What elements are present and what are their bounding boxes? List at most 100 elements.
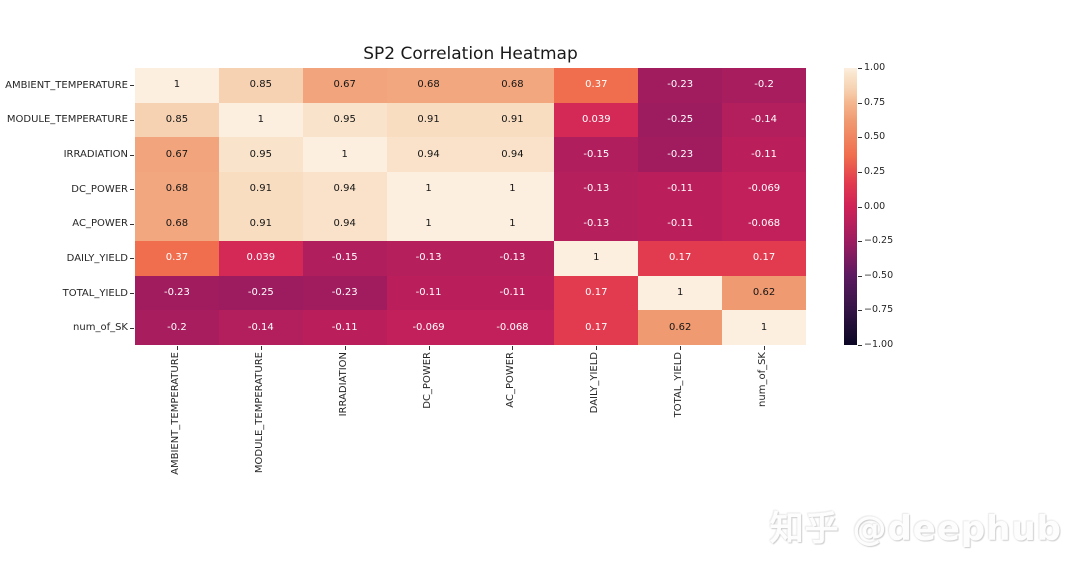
heatmap-cell: 0.68	[386, 68, 471, 103]
colorbar-tick-label: −0.75	[864, 304, 894, 316]
heatmap-cell: -0.11	[638, 206, 723, 242]
heatmap-cell: 0.91	[218, 206, 303, 242]
heatmap-cell: 0.91	[386, 102, 471, 138]
watermark: 知乎 @deephub	[769, 509, 1062, 549]
heatmap-cell: -0.11	[386, 275, 471, 311]
heatmap-grid: 1 0.85 0.67 0.68 0.68 0.37 -0.23 -0.2 0.85 1 0.95 0…	[135, 68, 806, 345]
x-tick-mark	[176, 346, 178, 350]
x-tick-label: DC_POWER	[421, 352, 433, 409]
chart-title: SP2 Correlation Heatmap	[363, 44, 578, 64]
heatmap-cell: 1	[386, 171, 471, 207]
heatmap-cell: 0.91	[470, 102, 555, 138]
colorbar-tick-mark	[858, 275, 862, 277]
heatmap-cell: 0.17	[554, 310, 639, 345]
heatmap-cell: 1	[554, 241, 639, 276]
colorbar-tick-mark	[858, 137, 862, 139]
colorbar-tick-mark	[858, 171, 862, 173]
y-tick-label: IRRADIATION	[63, 149, 128, 161]
heatmap-cell: -0.13	[554, 171, 639, 207]
x-tick-label: MODULE_TEMPERATURE	[253, 352, 265, 474]
heatmap-cell: 0.37	[135, 241, 219, 276]
heatmap-cell: 0.95	[302, 102, 387, 138]
y-tick-label: DC_POWER	[71, 183, 128, 195]
colorbar-tick-label: 0.50	[864, 131, 886, 143]
heatmap-cell: 0.67	[135, 137, 219, 172]
heatmap-cell: -0.23	[638, 68, 723, 103]
x-tick-label: AC_POWER	[505, 352, 517, 408]
colorbar-tick-label: 1.00	[864, 62, 886, 73]
colorbar-tick-mark	[858, 345, 862, 346]
x-tick-label: AMBIENT_TEMPERATURE	[169, 352, 181, 475]
heatmap-cell: 0.17	[554, 275, 639, 311]
y-tick-mark	[130, 293, 134, 295]
x-tick-mark	[512, 346, 514, 350]
colorbar-tick-mark	[858, 206, 862, 208]
heatmap-cell: -0.14	[218, 310, 303, 345]
heatmap-cell: 0.62	[722, 275, 806, 311]
heatmap-cell: -0.11	[302, 310, 387, 345]
y-tick-mark	[130, 189, 134, 191]
heatmap-cell: -0.13	[470, 241, 555, 276]
heatmap-cell: 0.94	[302, 206, 387, 242]
heatmap-cell: 0.17	[722, 241, 806, 276]
heatmap-cell: -0.2	[135, 310, 219, 345]
heatmap-cell: 0.68	[470, 68, 555, 103]
colorbar-gradient	[844, 68, 857, 345]
heatmap-cell: -0.23	[302, 275, 387, 311]
y-tick-label: DAILY_YIELD	[66, 252, 128, 264]
heatmap-cell: 0.68	[135, 206, 219, 242]
heatmap-cell: -0.14	[722, 102, 806, 138]
y-tick-label: num_of_SK	[73, 322, 128, 334]
x-tick-label: DAILY_YIELD	[589, 352, 601, 414]
heatmap-cell: 0.94	[470, 137, 555, 172]
y-tick-label: AMBIENT_TEMPERATURE	[5, 79, 128, 91]
heatmap-cell: 0.039	[554, 102, 639, 138]
y-tick-mark	[130, 258, 134, 260]
colorbar-tick-mark	[858, 102, 862, 104]
heatmap-cell: 0.91	[218, 171, 303, 207]
colorbar-tick-label: −0.50	[864, 269, 894, 281]
heatmap-cell: 1	[386, 206, 471, 242]
heatmap-cell: 0.62	[638, 310, 723, 345]
x-tick-label: IRRADIATION	[337, 352, 349, 417]
heatmap-cell: -0.25	[638, 102, 723, 138]
heatmap-cell: 0.95	[218, 137, 303, 172]
heatmap-cell: 0.68	[135, 171, 219, 207]
heatmap-cell: 0.17	[638, 241, 723, 276]
x-tick-mark	[260, 346, 262, 350]
heatmap-cell: -0.11	[722, 137, 806, 172]
heatmap-cell: 1	[722, 310, 806, 345]
heatmap-cell: 1	[470, 171, 555, 207]
y-tick-mark	[130, 154, 134, 156]
heatmap-cell: -0.069	[722, 171, 806, 207]
x-tick-mark	[428, 346, 430, 350]
colorbar-tick-label: −1.00	[864, 339, 894, 350]
x-tick-label: num_of_SK	[757, 352, 769, 407]
heatmap-cell: -0.13	[554, 206, 639, 242]
heatmap-cell: -0.15	[302, 241, 387, 276]
heatmap-cell: 1	[135, 68, 219, 103]
y-tick-label: TOTAL_YIELD	[62, 287, 128, 299]
heatmap-cell: -0.25	[218, 275, 303, 311]
colorbar-tick-mark	[858, 310, 862, 312]
heatmap-cell: -0.068	[722, 206, 806, 242]
heatmap-cell: 1	[470, 206, 555, 242]
heatmap-cell: 0.37	[554, 68, 639, 103]
heatmap-cell: -0.23	[135, 275, 219, 311]
y-tick-label: AC_POWER	[72, 218, 128, 230]
heatmap-cell: -0.068	[470, 310, 555, 345]
x-tick-mark	[680, 346, 682, 350]
y-tick-mark	[130, 327, 134, 329]
heatmap-cell: 0.67	[302, 68, 387, 103]
heatmap-cell: 0.94	[302, 171, 387, 207]
heatmap-cell: -0.13	[386, 241, 471, 276]
colorbar-tick-mark	[858, 241, 862, 243]
heatmap-cell: -0.11	[470, 275, 555, 311]
x-tick-mark	[764, 346, 766, 350]
y-tick-mark	[130, 119, 134, 121]
y-tick-mark	[130, 223, 134, 225]
x-tick-mark	[344, 346, 346, 350]
x-tick-label: TOTAL_YIELD	[673, 352, 685, 418]
heatmap-cell: -0.11	[638, 171, 723, 207]
heatmap-cell: 0.94	[386, 137, 471, 172]
